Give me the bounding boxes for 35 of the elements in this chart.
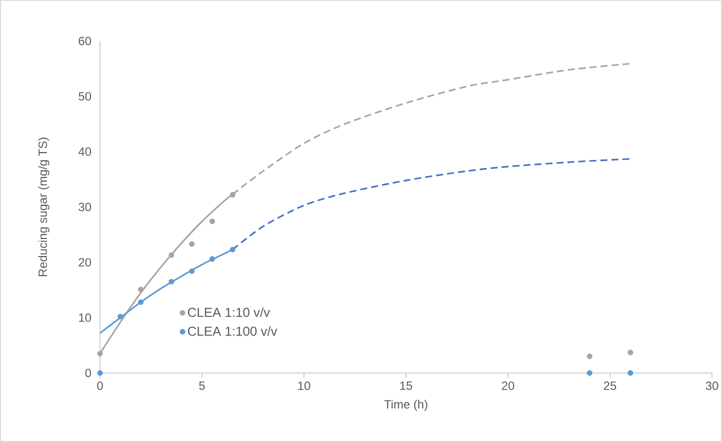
- point: [97, 350, 103, 356]
- point: [189, 241, 195, 247]
- x-tick-label: 10: [298, 382, 310, 390]
- point: [97, 370, 103, 376]
- x-tick-label: 0: [97, 382, 103, 390]
- y-axis-title: Reducing sugar (mg/g TS): [38, 138, 50, 276]
- point: [230, 246, 236, 252]
- point: [586, 354, 592, 360]
- x-tick-label: 5: [199, 382, 205, 390]
- x-tick-label: 20: [502, 382, 514, 390]
- point: [138, 286, 144, 292]
- y-tick-label: 0: [85, 368, 92, 378]
- y-tick-label: 20: [78, 258, 92, 267]
- point: [168, 252, 174, 258]
- x-tick-label: 30: [706, 382, 718, 390]
- point: [209, 218, 216, 224]
- y-tick-label: 60: [78, 36, 92, 46]
- point: [118, 314, 124, 320]
- legend-label: CLEA 1:100 v/v: [188, 326, 278, 336]
- point: [209, 256, 216, 262]
- legend-label: CLEA 1:10 v/v: [188, 307, 270, 317]
- x-tick-label: 25: [604, 382, 616, 390]
- point: [168, 278, 174, 284]
- point: [628, 370, 634, 376]
- point: [230, 192, 236, 198]
- x-axis-title: Time (h): [384, 400, 428, 411]
- y-tick-label: 30: [78, 202, 92, 212]
- point: [628, 350, 634, 356]
- point: [586, 370, 592, 376]
- x-tick-label: 15: [400, 382, 412, 390]
- y-tick-label: 50: [78, 92, 92, 101]
- y-tick-label: 10: [79, 313, 92, 322]
- point: [189, 268, 195, 274]
- point: [138, 299, 144, 305]
- y-tick-label: 40: [78, 147, 92, 156]
